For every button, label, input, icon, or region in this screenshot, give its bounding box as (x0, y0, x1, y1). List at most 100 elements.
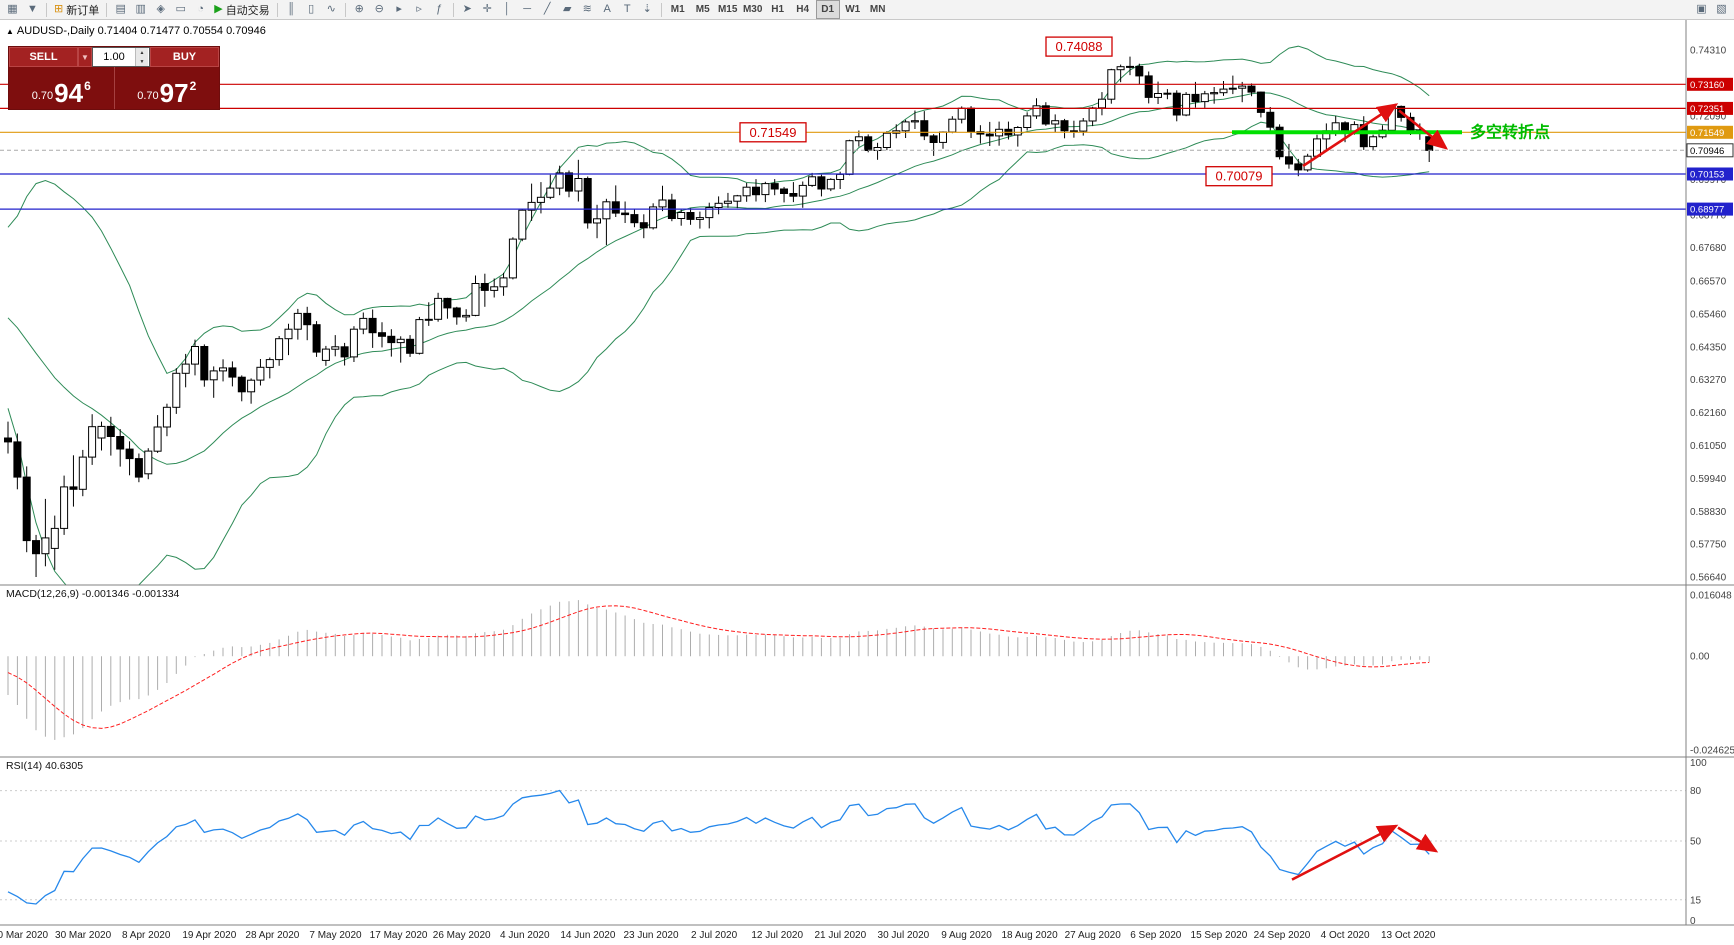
svg-text:0.68770: 0.68770 (1690, 211, 1727, 222)
auto-trading-button[interactable]: ▶ 自动交易 (211, 1, 272, 19)
svg-text:0.65460: 0.65460 (1690, 309, 1727, 320)
timeframe-M15[interactable]: M15 (717, 4, 738, 15)
window-arrange-button[interactable]: ▣ (1692, 1, 1711, 19)
timeframe-H1[interactable]: H1 (771, 4, 785, 15)
chart-symbol-header: ▲ AUDUSD-,Daily 0.71404 0.71477 0.70554 0… (6, 25, 266, 37)
svg-text:0.56640: 0.56640 (1690, 573, 1727, 584)
svg-text:0.59940: 0.59940 (1690, 474, 1727, 485)
price-tag (1686, 143, 1734, 158)
equidistant-channel-icon: ▰ (562, 3, 572, 15)
new-chart-icon: ▦ (7, 3, 18, 15)
arrows-button[interactable]: ⇣ (638, 1, 657, 19)
price-callout-box[interactable] (1045, 36, 1113, 57)
toolbar-separator (660, 2, 662, 17)
timeframe-M1[interactable]: M1 (670, 4, 685, 15)
buy-label-button[interactable]: BUY (150, 47, 219, 67)
svg-text:0.00: 0.00 (1690, 652, 1710, 663)
timeframe-D1[interactable]: D1 (815, 0, 840, 19)
candles-layer (4, 56, 1434, 577)
zoom-out-icon: ⊖ (374, 3, 384, 15)
buy-price-sup: 2 (189, 79, 197, 93)
svg-text:23 Jun 2020: 23 Jun 2020 (623, 930, 678, 941)
trend-arrow[interactable] (1398, 109, 1449, 150)
zoom-out-button[interactable]: ⊖ (370, 1, 389, 19)
profiles-button[interactable]: ▼ (23, 1, 42, 19)
rsi-trend-arrow[interactable] (1291, 824, 1399, 881)
chart-shift-button[interactable]: ▹ (410, 1, 429, 19)
navigator-icon: ◈ (156, 3, 165, 15)
zoom-in-button[interactable]: ⊕ (350, 1, 369, 19)
bollinger-lower-band[interactable] (7, 121, 1430, 600)
spinner-down-icon[interactable]: ▼ (139, 58, 145, 65)
rsi-indicator-name: RSI(14) (6, 760, 43, 772)
market-watch-button[interactable]: ▤ (111, 1, 130, 19)
text-icon: A (603, 3, 611, 15)
fibonacci-button[interactable]: ≋ (578, 1, 597, 19)
svg-text:30 Jul 2020: 30 Jul 2020 (878, 930, 930, 941)
toolbar-separator (452, 2, 454, 17)
auto-trading-label: 自动交易 (225, 4, 270, 17)
timeframe-W1[interactable]: W1 (845, 4, 861, 15)
cursor-button[interactable]: ➤ (458, 1, 477, 19)
price-callout-box[interactable] (739, 122, 807, 143)
indicators-button[interactable]: ƒ (430, 1, 449, 19)
horizontal-line-button[interactable]: ─ (518, 1, 537, 19)
trade-widget-top-row: SELL ▼ ▲ ▼ BUY (9, 47, 219, 67)
candlestick-chart-button[interactable]: ▯ (302, 1, 321, 19)
rsi-trend-arrow[interactable] (1397, 826, 1439, 853)
text-button[interactable]: A (598, 1, 617, 19)
text-label-button[interactable]: T (618, 1, 637, 19)
price-tag (1687, 202, 1733, 216)
buy-price-button[interactable]: 0.70 97 2 (114, 67, 219, 109)
sell-label-button[interactable]: SELL (9, 47, 78, 67)
timeframe-M30[interactable]: M30 (742, 4, 763, 15)
vertical-line-button[interactable]: │ (498, 1, 517, 19)
docking-icon: ▧ (1716, 3, 1727, 15)
spinner-up-icon[interactable]: ▲ (139, 49, 145, 56)
price-chart-canvas[interactable]: 多空转折点 0.74088 0.71549 0.70079 0.74310 0.72090… (0, 20, 1734, 945)
toolbar-separator (276, 2, 278, 17)
price-callout-box[interactable] (1205, 166, 1273, 187)
sell-price-button[interactable]: 0.70 94 6 (9, 67, 115, 109)
macd-signal-line (7, 605, 1430, 729)
svg-text:-0.024625: -0.024625 (1690, 746, 1734, 757)
docking-button[interactable]: ▧ (1712, 1, 1731, 19)
bollinger-middle-band[interactable] (7, 92, 1430, 465)
svg-text:2 Jul 2020: 2 Jul 2020 (691, 930, 738, 941)
auto-scroll-button[interactable]: ▸ (390, 1, 409, 19)
crosshair-button[interactable]: ✛ (478, 1, 497, 19)
macd-indicator-values: -0.001346 -0.001334 (81, 588, 180, 600)
trade-widget-price-row: 0.70 94 6 0.70 97 2 (9, 67, 219, 109)
trendline-icon: ╱ (543, 3, 551, 15)
svg-text:15 Sep 2020: 15 Sep 2020 (1191, 930, 1248, 941)
trendline-button[interactable]: ╱ (538, 1, 557, 19)
new-chart-button[interactable]: ▦ (3, 1, 22, 19)
trend-arrow[interactable] (1302, 103, 1399, 168)
volume-stepper[interactable]: ▲ ▼ (135, 48, 148, 66)
equidistant-channel-button[interactable]: ▰ (558, 1, 577, 19)
sell-price-big: 94 (54, 77, 84, 108)
new-order-button[interactable]: ⊞ 新订单 (51, 1, 102, 19)
indicators-icon: ƒ (436, 3, 443, 15)
pivot-text-annotation[interactable]: 多空转折点 (1470, 122, 1550, 141)
bars-chart-button[interactable]: ║ (282, 1, 301, 19)
navigator-button[interactable]: ◈ (151, 1, 170, 19)
data-window-button[interactable]: ▥ (131, 1, 150, 19)
line-chart-button[interactable]: ∿ (322, 1, 341, 19)
svg-text:100: 100 (1690, 758, 1707, 769)
volume-input[interactable] (93, 48, 135, 66)
price-tag (1687, 77, 1733, 91)
terminal-button[interactable]: ▭ (171, 1, 190, 19)
price-callout-text: 0.74088 (1056, 39, 1103, 54)
bollinger-upper-band[interactable] (7, 45, 1430, 375)
order-type-dropdown[interactable]: ▼ (78, 47, 92, 67)
strategy-tester-button[interactable]: ◔ (191, 1, 210, 19)
svg-text:50: 50 (1690, 837, 1702, 848)
timeframe-MN[interactable]: MN (869, 4, 886, 15)
chart-symbol-icon: ▲ (6, 27, 14, 36)
timeframe-M5[interactable]: M5 (695, 4, 710, 15)
svg-text:4 Jun 2020: 4 Jun 2020 (500, 930, 550, 941)
timeframe-H4[interactable]: H4 (796, 4, 810, 15)
svg-text:0.71549: 0.71549 (1690, 128, 1724, 139)
macd-indicator-name: MACD(12,26,9) (6, 588, 79, 600)
